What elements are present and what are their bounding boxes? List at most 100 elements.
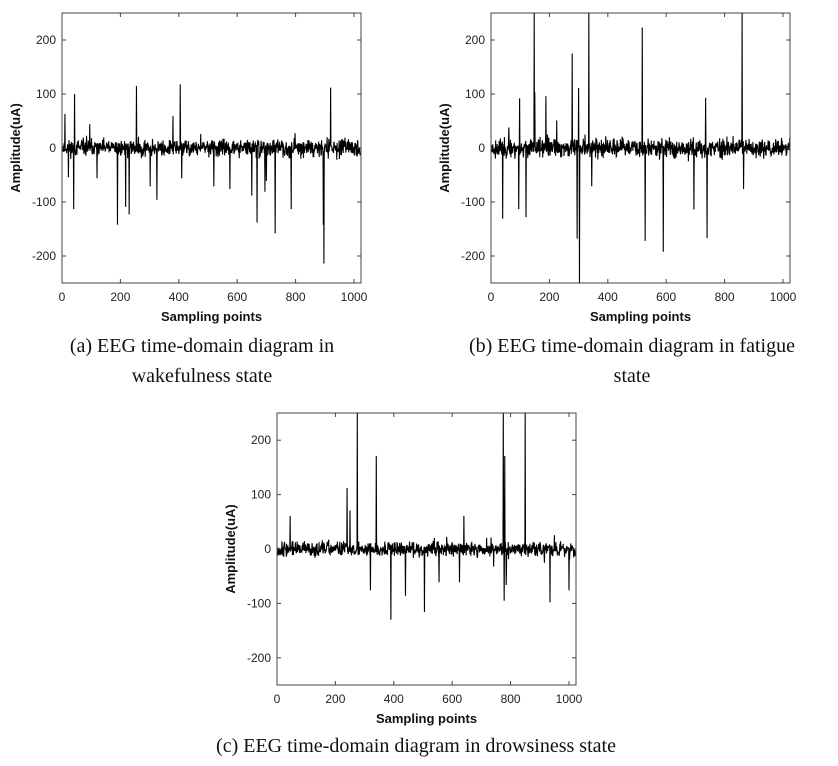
spike-point xyxy=(213,185,215,187)
x-tick-label: 1000 xyxy=(556,692,583,706)
spike-point xyxy=(644,239,646,241)
spike-point xyxy=(458,581,461,583)
y-tick-label: -100 xyxy=(32,195,56,209)
x-axis-label: Sampling points xyxy=(376,711,477,726)
panel-caption: (b) EEG time-domain diagram in fatigue xyxy=(469,335,795,357)
x-tick-label: 1000 xyxy=(770,290,797,304)
y-tick-label: 200 xyxy=(251,433,271,447)
spike-point xyxy=(179,84,181,86)
y-tick-label: -200 xyxy=(32,249,56,263)
x-tick-label: 200 xyxy=(325,692,345,706)
x-tick-label: 400 xyxy=(598,290,618,304)
spike-point xyxy=(519,98,521,100)
spike-point xyxy=(423,610,426,613)
spike-point xyxy=(251,194,253,196)
spike-point xyxy=(125,205,127,207)
spike-point xyxy=(156,198,158,200)
spike-point xyxy=(576,237,578,239)
y-tick-label: 100 xyxy=(465,87,485,101)
x-tick-label: 0 xyxy=(488,290,495,304)
spike-point xyxy=(641,27,643,29)
spike-point xyxy=(116,223,119,225)
y-axis-label: Amplitude(uA) xyxy=(223,504,238,594)
spike-point xyxy=(505,583,507,585)
spike-point xyxy=(369,589,372,591)
spike-point xyxy=(64,113,66,116)
spike-point xyxy=(73,93,76,96)
panel-caption: (a) EEG time-domain diagram in xyxy=(70,335,334,357)
spike-point xyxy=(503,599,505,601)
spike-point xyxy=(705,97,707,99)
spike-point xyxy=(290,207,292,210)
y-tick-label: -200 xyxy=(247,651,271,665)
spike-point xyxy=(577,88,580,90)
spike-point xyxy=(229,187,231,190)
spike-point xyxy=(463,515,465,517)
y-tick-label: 0 xyxy=(49,141,56,155)
x-tick-label: 400 xyxy=(169,290,189,304)
panel-2: 0 200 400 600 800 1000 -200 -100 0 100 200 Sampling… xyxy=(216,412,616,757)
spike-point xyxy=(549,601,551,603)
panel-0: 0 200 400 600 800 1000 -200 -100 0 100 200 Sampling… xyxy=(8,12,368,387)
x-tick-label: 200 xyxy=(110,290,130,304)
panel-caption: (c) EEG time-domain diagram in drowsines… xyxy=(216,735,616,757)
spike-point xyxy=(256,221,258,223)
spike-point xyxy=(322,223,324,225)
spike-point xyxy=(545,96,547,98)
y-axis-label: Amplitude(uA) xyxy=(8,103,23,193)
spike-point xyxy=(135,85,138,88)
spike-point xyxy=(591,185,593,187)
spike-point xyxy=(73,207,75,210)
y-tick-label: 200 xyxy=(465,33,485,47)
spike-point xyxy=(518,207,520,210)
x-tick-label: 0 xyxy=(59,290,66,304)
spike-point xyxy=(662,250,664,252)
spike-point xyxy=(534,92,536,94)
spike-point xyxy=(504,455,506,458)
spike-point xyxy=(264,190,266,192)
spike-point xyxy=(346,488,348,490)
y-tick-label: 200 xyxy=(36,33,56,47)
spike-point xyxy=(349,510,351,512)
eeg-signal-line xyxy=(491,13,790,283)
spike-point xyxy=(556,120,558,122)
y-tick-label: 100 xyxy=(36,87,56,101)
x-axis-label: Sampling points xyxy=(161,309,262,324)
x-tick-label: 800 xyxy=(715,290,735,304)
y-tick-label: -100 xyxy=(247,596,271,610)
spike-point xyxy=(438,581,440,583)
spike-point xyxy=(571,53,573,55)
spike-point xyxy=(128,213,130,215)
spike-point xyxy=(390,618,392,620)
spike-point xyxy=(330,87,332,89)
panel-1: 0 200 400 600 800 1000 -200 -100 0 100 200 Sampling… xyxy=(437,12,797,387)
spike-point xyxy=(149,185,151,187)
y-tick-label: -100 xyxy=(461,195,485,209)
x-axis-label: Sampling points xyxy=(590,309,691,324)
y-tick-label: 100 xyxy=(251,488,271,502)
spike-point xyxy=(89,124,91,126)
spike-point xyxy=(172,116,174,118)
x-tick-label: 600 xyxy=(442,692,462,706)
spike-point xyxy=(693,208,695,210)
eeg-signal-line xyxy=(277,413,576,620)
spike-point xyxy=(375,455,377,458)
x-tick-label: 600 xyxy=(227,290,247,304)
spike-point xyxy=(502,217,504,219)
spike-point xyxy=(67,176,70,178)
y-tick-label: 0 xyxy=(478,141,485,155)
y-axis-label: Amplitude(uA) xyxy=(437,103,452,193)
eeg-signal-line xyxy=(62,84,361,264)
panel-caption: wakefulness state xyxy=(132,365,273,387)
spike-point xyxy=(742,187,745,190)
spike-point xyxy=(289,515,291,517)
y-tick-label: 0 xyxy=(264,542,271,556)
spike-point xyxy=(274,232,276,234)
panel-caption: state xyxy=(614,365,651,387)
x-tick-label: 800 xyxy=(501,692,521,706)
x-tick-label: 1000 xyxy=(341,290,368,304)
x-tick-label: 200 xyxy=(539,290,559,304)
y-tick-label: -200 xyxy=(461,249,485,263)
x-tick-label: 800 xyxy=(286,290,306,304)
